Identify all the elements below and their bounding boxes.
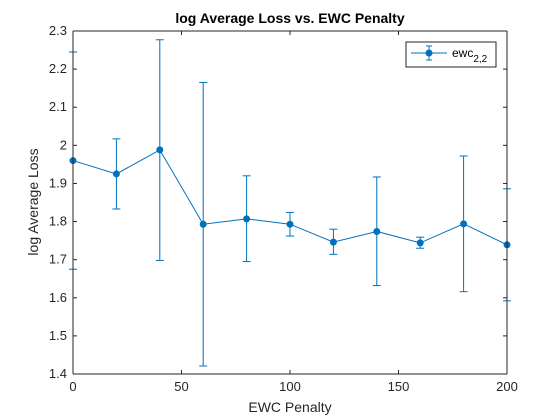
legend-series-subscript: 2,2 [473,54,487,65]
plot-area [69,39,511,367]
legend-point [425,49,433,57]
x-axis-label: EWC Penalty [248,399,331,415]
data-point [286,220,294,228]
x-tick-label: 100 [279,379,301,394]
y-tick-label: 1.6 [49,290,67,305]
y-tick-label: 1.9 [49,175,67,190]
data-point [243,215,251,223]
axes [72,30,508,375]
legend-entry-label: ewc2,2 [452,46,488,65]
data-point [460,220,468,228]
legend-marker [411,45,447,61]
data-point [329,238,337,246]
legend-box [405,41,497,68]
y-tick-label: 1.7 [49,252,67,267]
x-tick-label: 50 [174,379,188,394]
data-point [416,239,424,247]
x-tick-label: 0 [69,379,76,394]
y-tick-label: 1.5 [49,328,67,343]
y-tick-label: 2.1 [49,99,67,114]
y-tick-label: 2 [60,137,67,152]
data-point [199,220,207,228]
data-point [373,227,381,235]
chart-title: log Average Loss vs. EWC Penalty [175,10,404,26]
data-point [112,170,120,178]
x-tick-label: 150 [388,379,410,394]
y-ticks: 1.4 1.5 1.6 1.7 1.8 1.9 2 2.1 2.2 2.3 [49,23,507,381]
y-axis-label: log Average Loss [25,148,41,255]
legend-series-name: ewc [452,46,473,60]
legend: ewc2,2 [405,41,497,68]
x-tick-label: 200 [496,379,518,394]
x-ticks: 0 50 100 150 200 [69,31,518,394]
y-tick-label: 1.4 [49,366,67,381]
y-tick-label: 1.8 [49,214,67,229]
y-tick-label: 2.3 [49,23,67,38]
data-point [156,146,164,154]
y-tick-label: 2.2 [49,61,67,76]
